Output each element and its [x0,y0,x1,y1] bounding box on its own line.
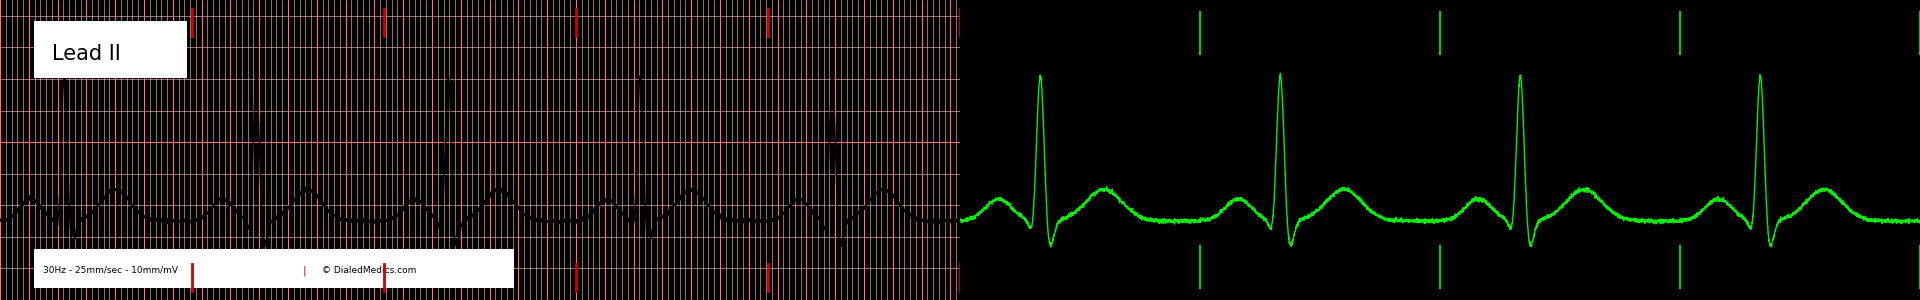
Text: Lead II: Lead II [52,44,121,64]
Text: 30Hz - 25mm/sec - 10mm/mV: 30Hz - 25mm/sec - 10mm/mV [44,266,179,275]
FancyBboxPatch shape [35,21,188,78]
Text: |: | [303,265,305,276]
Text: © DialedMedics.com: © DialedMedics.com [321,266,417,275]
FancyBboxPatch shape [35,249,515,288]
